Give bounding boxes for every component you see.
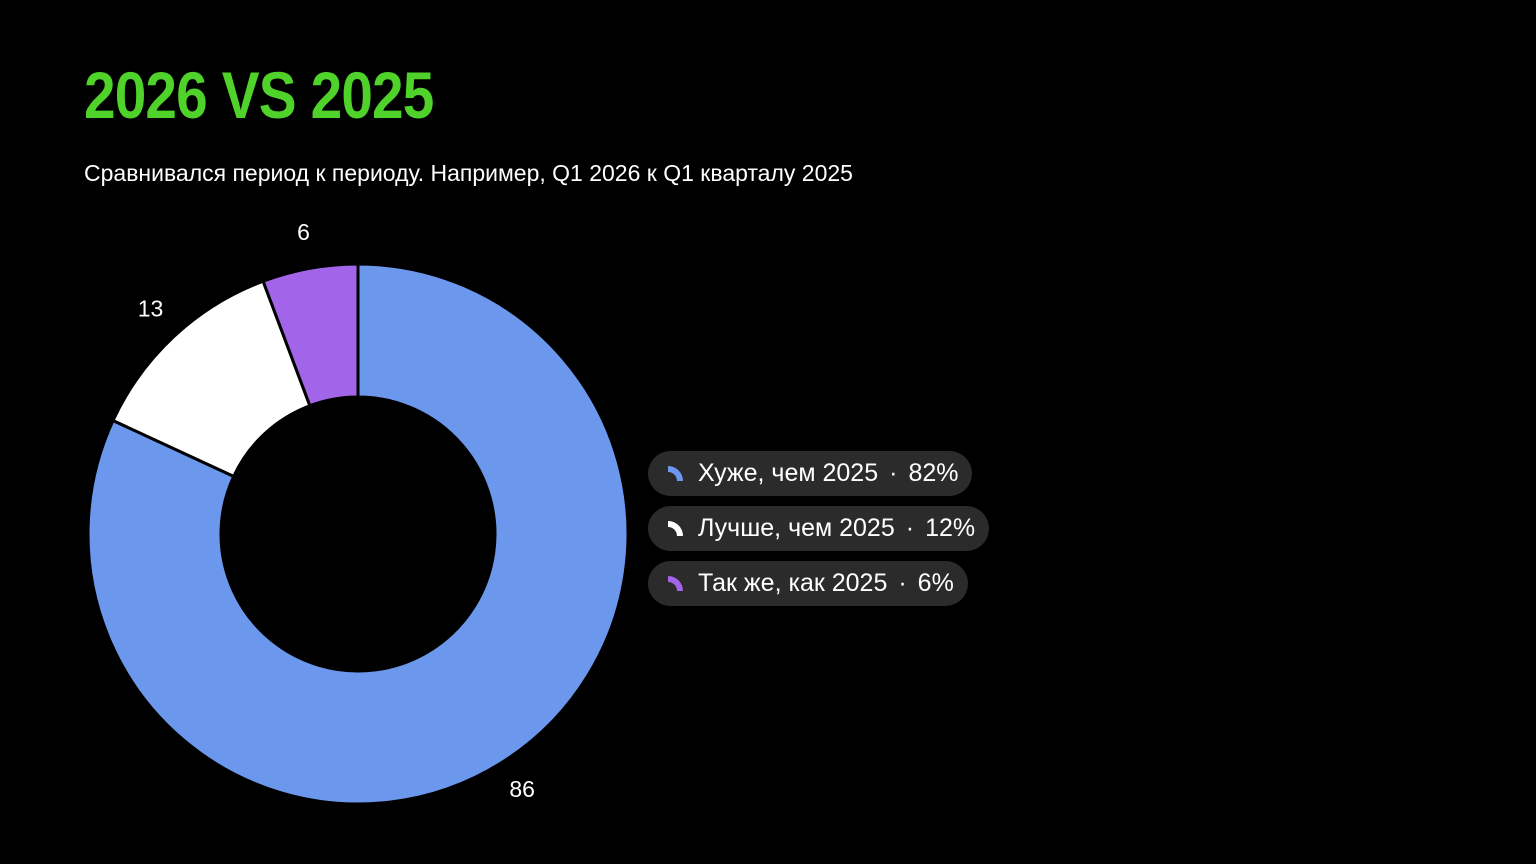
slice-value-label: 13 bbox=[138, 295, 164, 321]
legend-percent: 12% bbox=[925, 514, 976, 542]
legend-percent: 6% bbox=[917, 569, 954, 597]
page-title: 2026 VS 2025 bbox=[84, 58, 434, 132]
slice-icon bbox=[668, 520, 683, 536]
slice-worse[interactable] bbox=[86, 262, 630, 806]
legend-separator: · bbox=[889, 459, 898, 487]
page-subtitle: Сравнивался период к периоду. Например, … bbox=[84, 160, 853, 186]
slice-same[interactable] bbox=[261, 262, 360, 408]
legend-label: Хуже, чем 2025 bbox=[698, 459, 879, 487]
legend-label: Так же, как 2025 bbox=[698, 569, 888, 597]
slice-value-label: 6 bbox=[297, 219, 310, 245]
legend-item-same[interactable]: Так же, как 2025 · 6% bbox=[648, 561, 968, 606]
legend-separator: · bbox=[898, 569, 907, 597]
legend-percent: 82% bbox=[908, 459, 959, 487]
slice-value-label: 86 bbox=[509, 776, 535, 802]
chart-legend: Хуже, чем 2025 · 82% Лучше, чем 2025 · 1… bbox=[648, 451, 990, 606]
legend-item-worse[interactable]: Хуже, чем 2025 · 82% bbox=[648, 451, 973, 496]
slice-icon bbox=[668, 575, 683, 591]
slice-icon bbox=[668, 465, 683, 481]
legend-label: Лучше, чем 2025 bbox=[698, 514, 895, 542]
legend-item-better[interactable]: Лучше, чем 2025 · 12% bbox=[648, 506, 990, 551]
legend-separator: · bbox=[905, 514, 915, 542]
slice-better[interactable] bbox=[111, 279, 312, 478]
